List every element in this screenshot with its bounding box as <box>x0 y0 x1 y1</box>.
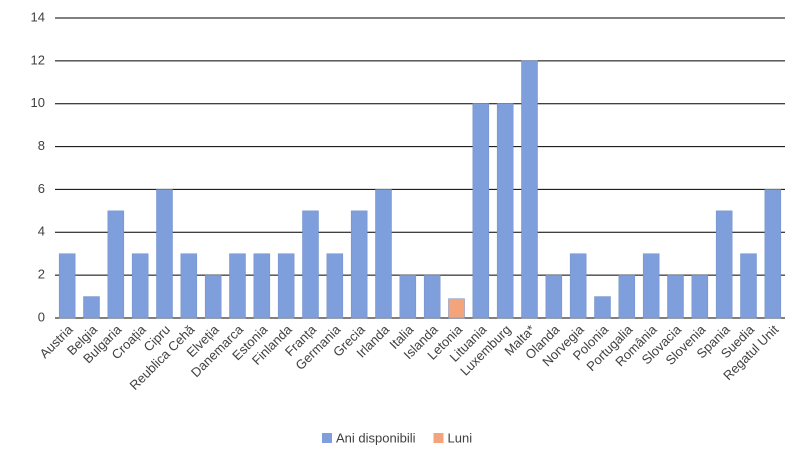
bar <box>326 253 344 319</box>
y-tick-label: 14 <box>31 9 45 24</box>
bar <box>302 210 319 319</box>
y-tick-label: 12 <box>31 52 45 67</box>
y-tick-label: 6 <box>38 181 45 196</box>
bar <box>496 103 514 319</box>
y-tick-label: 2 <box>38 267 45 282</box>
bar <box>594 296 611 319</box>
bar <box>569 253 587 319</box>
y-tick-label: 0 <box>38 309 45 324</box>
bar <box>618 274 636 319</box>
bar <box>423 274 441 319</box>
bar <box>180 253 198 319</box>
bar <box>472 103 490 319</box>
bar <box>545 274 563 319</box>
legend-swatch <box>322 433 332 443</box>
bar <box>131 253 149 319</box>
bar <box>204 274 222 319</box>
bar <box>399 274 417 319</box>
bar <box>253 253 271 319</box>
legend-swatch <box>433 433 444 443</box>
bar <box>764 189 782 319</box>
bar <box>83 296 100 319</box>
y-tick-label: 4 <box>38 224 45 239</box>
bar <box>521 60 538 319</box>
y-tick-label: 8 <box>38 138 45 153</box>
bar <box>448 298 465 319</box>
bar <box>691 274 709 319</box>
bar <box>229 253 246 319</box>
legend-label: Luni <box>448 430 473 445</box>
bar <box>58 253 76 319</box>
bar <box>667 274 684 319</box>
bar <box>740 253 757 319</box>
bar <box>277 253 295 319</box>
legend-label: Ani disponibili <box>336 430 416 445</box>
bar <box>156 189 173 319</box>
bar <box>642 253 660 319</box>
y-tick-label: 10 <box>31 95 45 110</box>
bar <box>715 210 733 319</box>
bar <box>107 210 125 319</box>
bar <box>350 210 368 319</box>
bar <box>375 189 392 319</box>
